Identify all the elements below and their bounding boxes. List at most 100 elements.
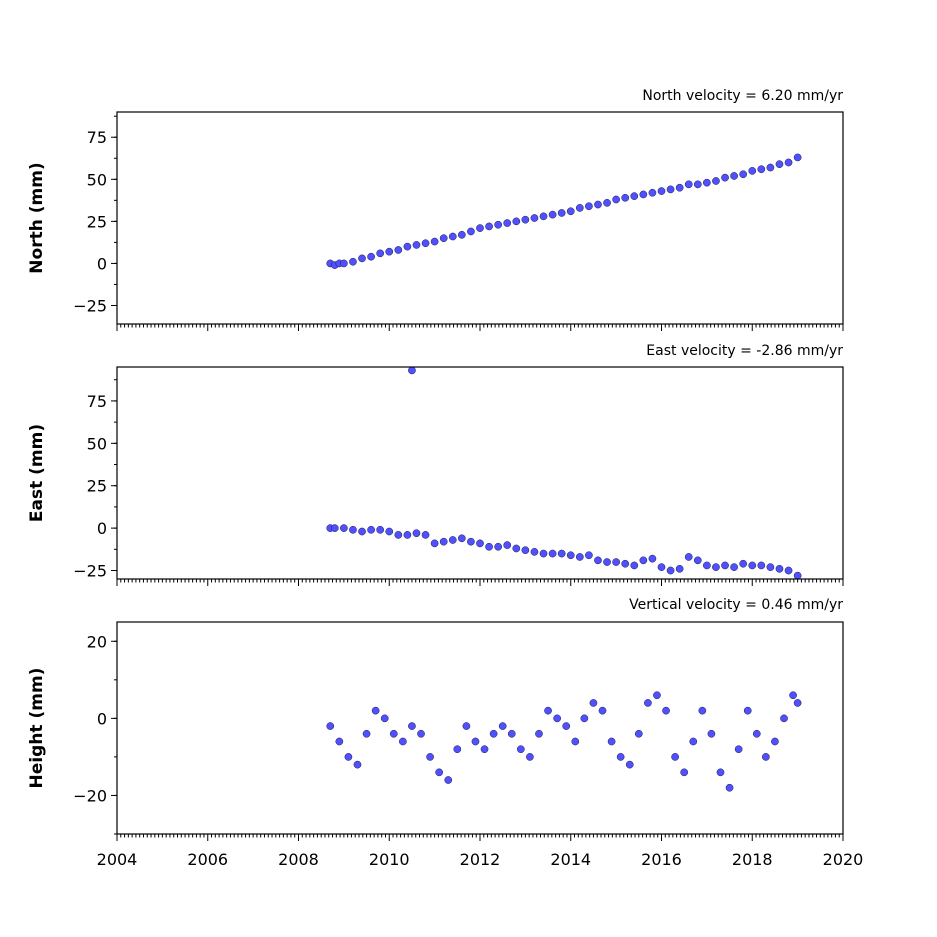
height-y-tick-label: −20 [73, 786, 107, 805]
height-data-point [689, 737, 698, 746]
north-data-point [657, 187, 666, 195]
height-ylabel: Height (mm) [27, 668, 47, 789]
height-data-point [526, 753, 534, 761]
north-data-point [385, 247, 394, 256]
height-data-point [553, 714, 561, 723]
height-data-point [752, 729, 761, 738]
height-data-point [380, 714, 389, 723]
north-x-ticks [116, 324, 844, 331]
north-y-tick-label: 0 [97, 254, 107, 273]
north-data-point [684, 180, 693, 189]
height-data-point [417, 729, 425, 738]
height-data-point [408, 722, 416, 730]
north-data-point [412, 241, 421, 249]
height-y-tick-label: 20 [87, 632, 107, 651]
east-data-point [648, 554, 657, 563]
east-data-point [730, 563, 738, 571]
height-data-point [399, 737, 407, 746]
east-data-point [666, 566, 675, 575]
height-data-point [671, 753, 679, 761]
height-axes-frame [116, 621, 844, 835]
north-data-point [693, 180, 702, 189]
east-data-point [485, 542, 493, 551]
height-data-point [634, 729, 643, 738]
east-data-point [376, 525, 385, 534]
north-data-point [421, 239, 430, 248]
north-data-point [775, 160, 784, 169]
east-data-point [757, 561, 766, 570]
height-data-point [326, 722, 335, 730]
north-data-point [766, 163, 775, 172]
height-data-point [771, 737, 779, 746]
north-data-point [612, 195, 620, 204]
height-data-point [698, 706, 707, 715]
east-data-point [675, 564, 684, 573]
north-data-point [748, 167, 757, 175]
north-data-point [539, 212, 548, 221]
height-data-point [489, 729, 498, 738]
x-tick-label: 2006 [187, 850, 228, 869]
north-data-point [739, 170, 748, 179]
height-data-point [607, 737, 616, 746]
east-data-point [703, 561, 711, 570]
east-data-point [330, 524, 339, 532]
height-data-point [462, 722, 471, 730]
north-data-point [430, 237, 439, 246]
east-points [326, 366, 802, 580]
north-points [326, 153, 802, 269]
north-data-point [548, 210, 557, 219]
north-data-point [603, 199, 611, 207]
east-data-point [385, 527, 394, 536]
north-data-point [476, 224, 484, 232]
north-data-point [494, 220, 502, 229]
east-data-point [412, 529, 421, 538]
north-y-tick-label: 75 [87, 128, 107, 147]
east-data-point [557, 549, 566, 558]
height-data-point [444, 776, 453, 784]
height-data-point [762, 753, 770, 761]
east-data-point [657, 563, 666, 571]
height-data-point [580, 714, 589, 723]
east-y-tick-label: 0 [97, 519, 107, 538]
vertical-velocity-annotation: Vertical velocity = 0.46 mm/yr [629, 597, 843, 613]
north-data-point [621, 193, 630, 202]
east-data-point [566, 551, 575, 560]
x-tick-label: 2008 [278, 850, 319, 869]
east-y-ticks: −25 0 25 50 75 [73, 379, 117, 581]
height-data-point [793, 699, 802, 707]
height-data-point [435, 768, 444, 777]
east-y-tick-label: −25 [73, 562, 107, 581]
east-data-point [630, 561, 639, 570]
east-data-point [512, 544, 521, 553]
east-x-ticks [116, 579, 844, 586]
north-data-point [793, 153, 802, 162]
east-data-point [712, 563, 720, 571]
east-data-point [494, 542, 502, 551]
x-tick-label: 2014 [550, 850, 591, 869]
north-data-point [358, 254, 366, 263]
height-data-point [571, 737, 580, 746]
height-y-ticks: −20 0 20 [73, 632, 117, 835]
height-data-point [589, 699, 598, 707]
north-y-tick-label: −25 [73, 296, 107, 315]
x-tick-label: 2010 [369, 850, 410, 869]
height-data-point [344, 753, 353, 761]
north-data-point [512, 217, 521, 226]
height-x-ticks: 2004 2006 2008 2010 2012 2014 2016 2018 2020 [97, 834, 863, 869]
height-data-point [725, 783, 734, 792]
north-data-point [730, 172, 738, 180]
east-data-point [739, 559, 748, 568]
north-data-point [367, 252, 375, 261]
east-data-point [421, 531, 430, 539]
east-y-tick-label: 50 [87, 434, 107, 453]
x-tick-label: 2016 [641, 850, 682, 869]
east-data-point [467, 537, 475, 546]
north-data-point [503, 219, 512, 227]
east-y-tick-label: 25 [87, 477, 107, 496]
height-data-point [480, 745, 489, 754]
north-velocity-annotation: North velocity = 6.20 mm/yr [642, 88, 843, 104]
east-data-point [603, 558, 611, 566]
east-data-point [721, 561, 729, 570]
height-data-point [734, 745, 743, 754]
height-data-point [471, 737, 480, 746]
